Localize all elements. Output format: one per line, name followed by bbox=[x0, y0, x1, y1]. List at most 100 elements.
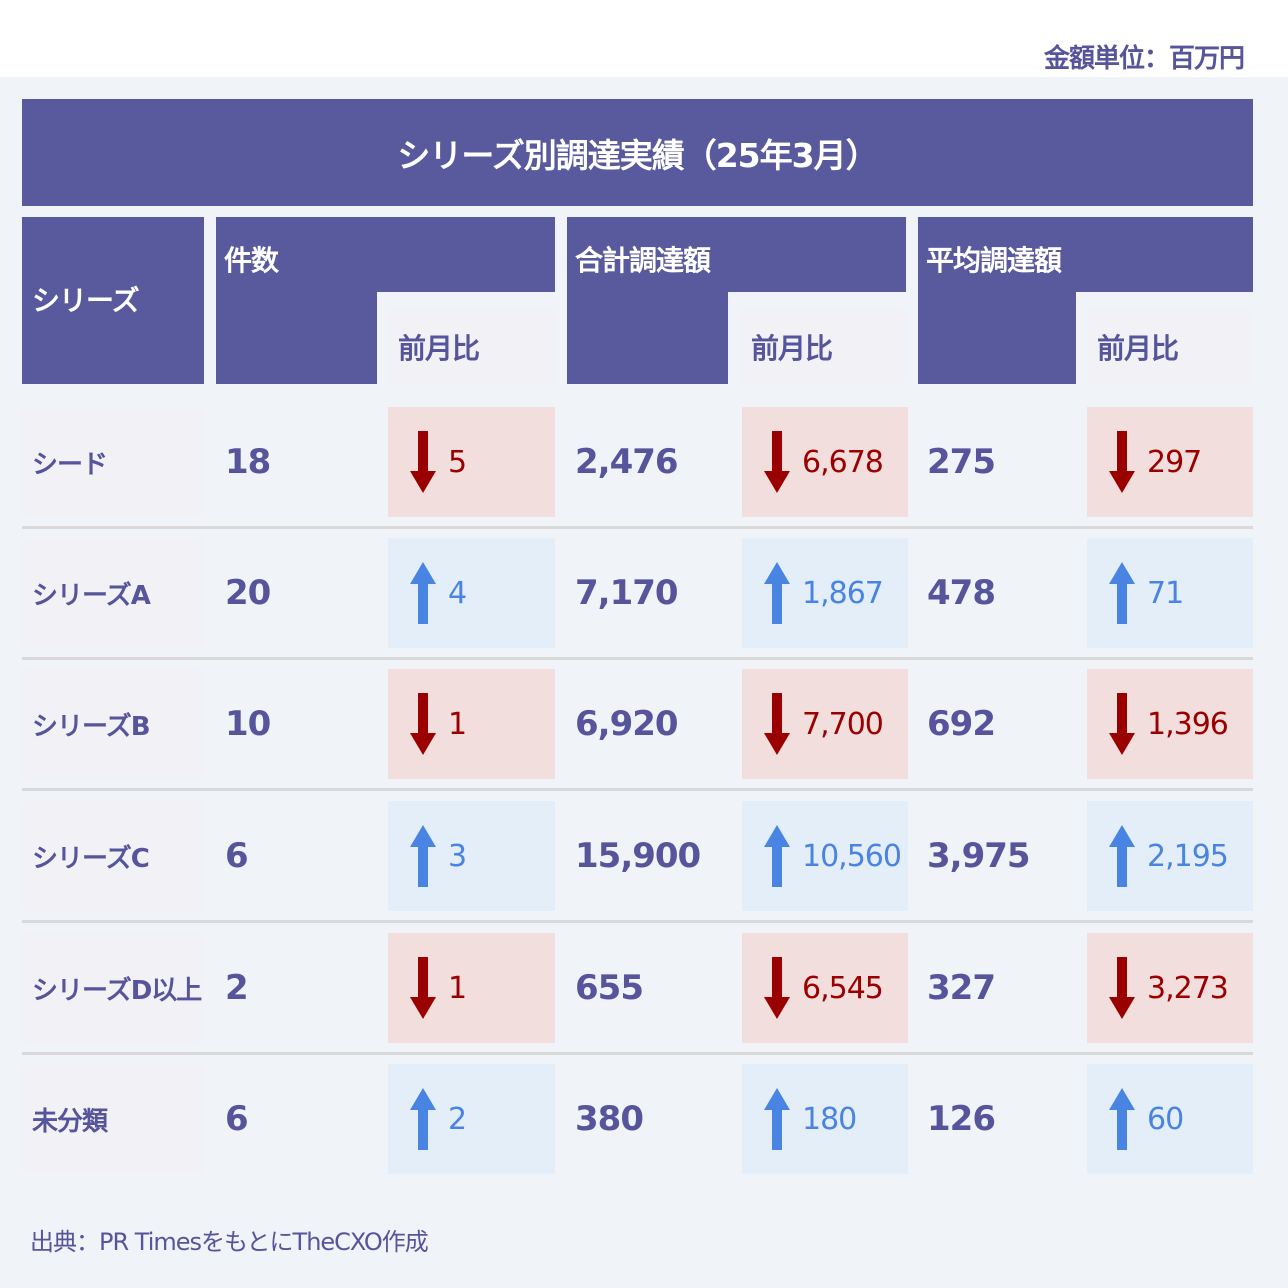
arrow-up-icon bbox=[1109, 825, 1135, 887]
average-value: 3,975 bbox=[927, 836, 1031, 876]
mom-value: 7,700 bbox=[802, 706, 884, 742]
average-value: 275 bbox=[927, 442, 996, 482]
count-mom: 5 bbox=[388, 407, 555, 517]
arrow-up-icon bbox=[1109, 562, 1135, 624]
mom-value: 10,560 bbox=[802, 838, 902, 874]
mom-value: 1,396 bbox=[1147, 706, 1229, 742]
header-count-mom: 前月比 bbox=[388, 310, 555, 383]
header-total-label: 合計調達額 bbox=[575, 244, 711, 277]
mom-value: 297 bbox=[1147, 444, 1202, 480]
arrow-down-icon bbox=[1109, 957, 1135, 1019]
arrow-up-icon bbox=[410, 562, 436, 624]
arrow-up-icon bbox=[764, 1088, 790, 1150]
header-average-mom: 前月比 bbox=[1087, 310, 1253, 383]
unit-label: 金額単位：百万円 bbox=[1043, 44, 1245, 74]
arrow-down-icon bbox=[410, 957, 436, 1019]
total-value: 655 bbox=[575, 968, 644, 1008]
total-value: 7,170 bbox=[575, 573, 679, 613]
mom-value: 6,545 bbox=[802, 970, 884, 1006]
count-mom: 1 bbox=[388, 669, 555, 779]
average-value: 692 bbox=[927, 704, 996, 744]
arrow-down-icon bbox=[410, 431, 436, 493]
series-name: 未分類 bbox=[22, 1064, 204, 1174]
total-value: 15,900 bbox=[575, 836, 701, 876]
series-name: シード bbox=[22, 407, 204, 517]
series-name: シリーズC bbox=[22, 801, 204, 911]
average-value: 327 bbox=[927, 968, 996, 1008]
mom-value: 6,678 bbox=[802, 444, 884, 480]
series-name: シリーズD以上 bbox=[22, 933, 204, 1043]
average-value: 478 bbox=[927, 573, 996, 613]
table-row: シード 18 5 2,476 6,678 275 297 bbox=[0, 407, 1288, 517]
mom-value: 2,195 bbox=[1147, 838, 1229, 874]
mom-value: 71 bbox=[1147, 575, 1184, 611]
arrow-up-icon bbox=[410, 825, 436, 887]
mom-value: 2 bbox=[448, 1101, 467, 1137]
arrow-down-icon bbox=[1109, 693, 1135, 755]
count-mom: 2 bbox=[388, 1064, 555, 1174]
arrow-down-icon bbox=[1109, 431, 1135, 493]
table-row: シリーズA 20 4 7,170 1,867 478 71 bbox=[0, 538, 1288, 648]
total-mom: 180 bbox=[742, 1064, 908, 1174]
row-divider bbox=[22, 920, 1253, 923]
header-count-label: 件数 bbox=[224, 244, 279, 277]
total-value: 2,476 bbox=[575, 442, 679, 482]
count-value: 10 bbox=[225, 704, 271, 744]
total-mom: 6,545 bbox=[742, 933, 908, 1043]
table-row: シリーズD以上 2 1 655 6,545 327 3,273 bbox=[0, 933, 1288, 1043]
mom-value: 60 bbox=[1147, 1101, 1184, 1137]
row-divider bbox=[22, 1052, 1253, 1055]
average-mom: 2,195 bbox=[1087, 801, 1253, 911]
count-mom: 4 bbox=[388, 538, 555, 648]
header-total-mom: 前月比 bbox=[741, 310, 906, 383]
arrow-down-icon bbox=[410, 693, 436, 755]
header-series-label: シリーズ bbox=[32, 284, 140, 317]
arrow-down-icon bbox=[764, 693, 790, 755]
mom-value: 4 bbox=[448, 575, 467, 611]
table-title: シリーズ別調達実績（25年3月） bbox=[22, 99, 1253, 206]
count-value: 18 bbox=[225, 442, 271, 482]
count-value: 2 bbox=[225, 968, 249, 1008]
row-divider bbox=[22, 526, 1253, 529]
row-divider bbox=[22, 657, 1253, 660]
average-mom: 297 bbox=[1087, 407, 1253, 517]
total-mom: 7,700 bbox=[742, 669, 908, 779]
row-divider bbox=[22, 788, 1253, 791]
mom-value: 3,273 bbox=[1147, 970, 1229, 1006]
mom-value: 3 bbox=[448, 838, 467, 874]
mom-value: 180 bbox=[802, 1101, 857, 1137]
total-mom: 1,867 bbox=[742, 538, 908, 648]
count-mom: 3 bbox=[388, 801, 555, 911]
average-value: 126 bbox=[927, 1099, 996, 1139]
average-mom: 71 bbox=[1087, 538, 1253, 648]
total-mom: 10,560 bbox=[742, 801, 908, 911]
mom-value: 1 bbox=[448, 970, 467, 1006]
count-value: 20 bbox=[225, 573, 271, 613]
arrow-up-icon bbox=[410, 1088, 436, 1150]
arrow-up-icon bbox=[764, 825, 790, 887]
source-note: 出典：PR TimesをもとにTheCXO作成 bbox=[30, 1228, 429, 1256]
count-mom: 1 bbox=[388, 933, 555, 1043]
total-value: 380 bbox=[575, 1099, 644, 1139]
table-row: シリーズC 6 3 15,900 10,560 3,975 2,195 bbox=[0, 801, 1288, 911]
mom-value: 5 bbox=[448, 444, 467, 480]
total-mom: 6,678 bbox=[742, 407, 908, 517]
table-row: シリーズB 10 1 6,920 7,700 692 1,396 bbox=[0, 669, 1288, 779]
total-value: 6,920 bbox=[575, 704, 679, 744]
arrow-down-icon bbox=[764, 431, 790, 493]
header-average-label: 平均調達額 bbox=[926, 244, 1062, 277]
series-name: シリーズB bbox=[22, 669, 204, 779]
arrow-down-icon bbox=[764, 957, 790, 1019]
average-mom: 1,396 bbox=[1087, 669, 1253, 779]
series-name: シリーズA bbox=[22, 538, 204, 648]
mom-value: 1 bbox=[448, 706, 467, 742]
arrow-up-icon bbox=[764, 562, 790, 624]
count-value: 6 bbox=[225, 836, 249, 876]
table-row: 未分類 6 2 380 180 126 60 bbox=[0, 1064, 1288, 1174]
count-value: 6 bbox=[225, 1099, 249, 1139]
header-series: シリーズ bbox=[22, 217, 204, 384]
mom-value: 1,867 bbox=[802, 575, 884, 611]
arrow-up-icon bbox=[1109, 1088, 1135, 1150]
average-mom: 3,273 bbox=[1087, 933, 1253, 1043]
average-mom: 60 bbox=[1087, 1064, 1253, 1174]
